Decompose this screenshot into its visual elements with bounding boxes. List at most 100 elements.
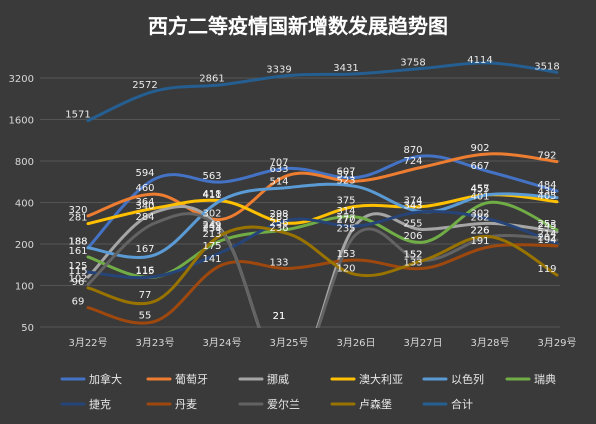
data-label: 115 <box>68 266 87 277</box>
data-label: 320 <box>68 205 87 216</box>
data-label: 282 <box>470 212 489 223</box>
legend-label: 丹麦 <box>175 398 197 411</box>
legend-item: 爱尔兰 <box>238 398 300 411</box>
data-label: 152 <box>403 249 422 260</box>
legend-label: 爱尔兰 <box>267 398 300 411</box>
data-label: 102 <box>68 273 87 284</box>
legend-label: 挪威 <box>267 372 289 386</box>
data-label: 457 <box>470 184 489 195</box>
legend-item: 澳大利亚 <box>330 372 403 386</box>
data-label: 69 <box>72 297 85 308</box>
data-label: 434 <box>537 187 556 198</box>
legend-item: 丹麦 <box>146 398 197 411</box>
data-label: 255 <box>403 218 422 229</box>
data-label: 245 <box>537 221 556 232</box>
data-label: 206 <box>403 231 422 242</box>
x-tick-label: 3月28号 <box>470 337 509 349</box>
data-label: 455 <box>470 184 489 195</box>
legend-item: 卢森堡 <box>330 397 392 411</box>
x-tick-label: 3月22号 <box>68 337 107 349</box>
data-label: 563 <box>202 171 221 182</box>
y-tick-label: 800 <box>15 157 34 168</box>
data-label: 213 <box>202 229 221 240</box>
x-tick-label: 3月23号 <box>135 337 174 349</box>
data-label: 607 <box>336 167 355 178</box>
x-tick-label: 3月24号 <box>202 337 241 349</box>
data-label: 364 <box>135 197 154 208</box>
data-label: 188 <box>68 237 87 248</box>
chart-title: 西方二等疫情国新增数发展趋势图 <box>148 14 448 38</box>
y-tick-label: 50 <box>21 323 34 334</box>
data-label: 594 <box>135 168 154 179</box>
data-label: 633 <box>269 164 288 175</box>
data-label: 194 <box>537 235 556 246</box>
data-label: 21 <box>273 311 286 322</box>
series-line <box>86 205 559 328</box>
data-labels: 188 594 563 707 607 870 667 484 320 460 302 633 571 7… <box>65 55 559 322</box>
legend-item: 瑞典 <box>505 372 556 386</box>
data-label: 523 <box>336 175 355 186</box>
x-tick-label: 3月25号 <box>269 337 308 349</box>
data-label: 405 <box>537 191 556 202</box>
series-line <box>86 182 559 260</box>
data-label: 161 <box>68 246 87 257</box>
data-label: 375 <box>336 195 355 206</box>
legend-item: 合计 <box>422 397 473 411</box>
data-label: 77 <box>139 290 152 301</box>
series-line <box>86 243 559 325</box>
x-tick-label: 3月27日 <box>403 337 442 349</box>
legend-label: 葡萄牙 <box>175 373 208 386</box>
y-tick-label: 200 <box>15 240 34 251</box>
data-label: 133 <box>269 257 288 268</box>
legend-label: 瑞典 <box>534 372 556 386</box>
y-tick-label: 400 <box>15 199 34 210</box>
data-label: 55 <box>139 310 152 321</box>
data-label: 188 <box>68 237 87 248</box>
data-label: 115 <box>135 266 154 277</box>
data-label: 96 <box>72 277 85 288</box>
data-label: 125 <box>68 261 87 272</box>
data-label: 243 <box>202 221 221 232</box>
data-label: 514 <box>269 176 288 187</box>
data-label: 343 <box>403 201 422 212</box>
data-label: 191 <box>470 236 489 247</box>
data-label: 253 <box>537 219 556 230</box>
data-label: 302 <box>202 208 221 219</box>
data-label: 707 <box>269 157 288 168</box>
data-label: 152 <box>403 249 422 260</box>
data-label: 484 <box>537 180 556 191</box>
data-label: 902 <box>470 143 489 154</box>
legend-label: 卢森堡 <box>359 397 392 411</box>
data-label: 2861 <box>199 74 224 85</box>
data-label: 4114 <box>467 55 492 66</box>
data-label: 2572 <box>132 80 157 91</box>
legend-item: 加拿大 <box>60 372 122 386</box>
y-tick-label: 3200 <box>9 74 34 85</box>
data-label: 283 <box>269 212 288 223</box>
data-label: 3758 <box>400 57 425 68</box>
legend-label: 以色列 <box>451 372 484 386</box>
data-label: 284 <box>135 212 154 223</box>
data-label: 153 <box>336 249 355 260</box>
series-line <box>86 212 559 328</box>
legend-item: 葡萄牙 <box>146 373 208 386</box>
legend-item: 挪威 <box>238 372 289 386</box>
legend-label: 加拿大 <box>89 372 122 386</box>
data-label: 418 <box>202 189 221 200</box>
data-label: 401 <box>470 191 489 202</box>
data-label: 175 <box>202 241 221 252</box>
data-label: 167 <box>135 244 154 255</box>
series-line <box>86 61 559 123</box>
data-label: 119 <box>537 264 556 275</box>
data-label: 460 <box>135 183 154 194</box>
data-label: 667 <box>470 161 489 172</box>
legend-item: 以色列 <box>422 372 484 386</box>
data-label: 120 <box>336 264 355 275</box>
data-label: 256 <box>269 218 288 229</box>
data-label: 202 <box>537 232 556 243</box>
x-axis: 3月22号 3月23号 3月24号 3月25号 3月26日 3月27日 3月28号 3月29号 <box>68 337 576 349</box>
data-label: 235 <box>336 223 355 234</box>
series-line <box>86 154 559 250</box>
